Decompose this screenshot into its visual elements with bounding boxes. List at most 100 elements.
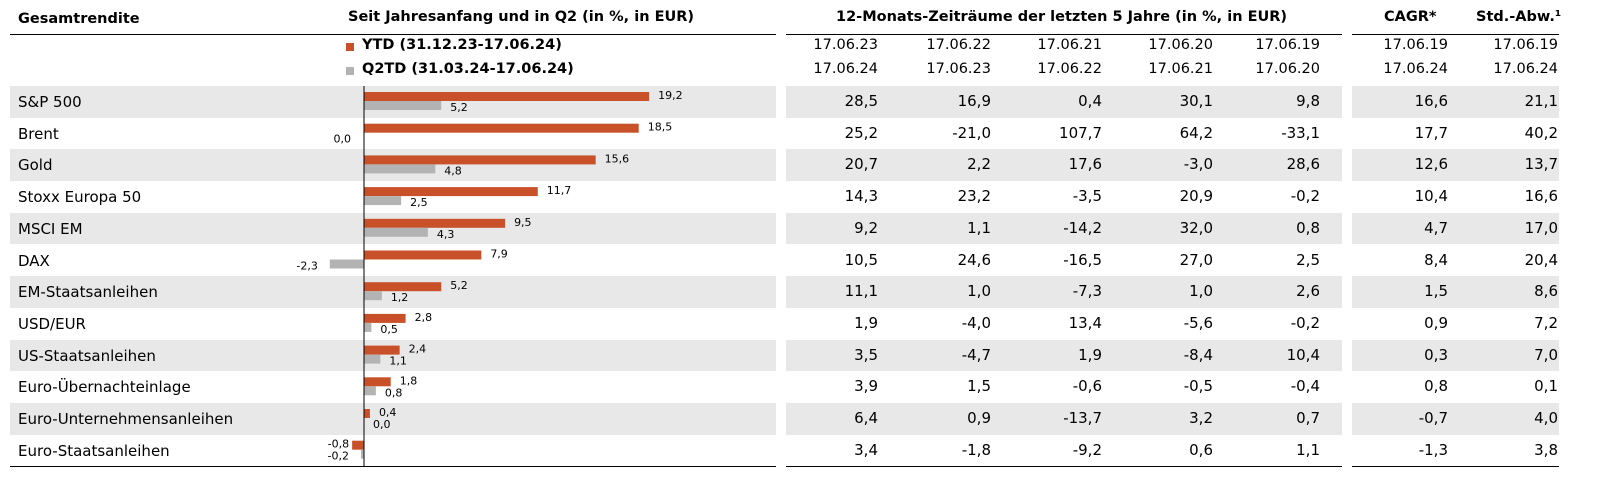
q2td-data-label: 4,8 [444,164,462,177]
period-return-cell: -8,4 [1183,345,1213,364]
row-band [786,403,1342,435]
ytd-data-label: 2,4 [409,343,427,356]
q2td-bar [364,101,442,110]
header-rule-cagr [1352,34,1559,35]
period-return-cell: 1,0 [1189,282,1213,301]
period-return-cell: 27,0 [1179,250,1213,269]
row-band [1352,212,1559,245]
ytd-data-label: 1,8 [400,374,418,387]
period-return-cell: -21,0 [952,123,991,142]
ytd-data-label: -0,8 [328,438,349,451]
period-return-cell: -0,4 [1290,377,1320,396]
cagr-cell: 0,9 [1424,313,1448,332]
cagr-cell: 4,7 [1424,218,1448,237]
period-return-cell: 107,7 [1059,123,1102,142]
q2td-data-label: 4,3 [437,228,455,241]
period-date-from: 17.06.23 [813,37,878,53]
legend-ytd-label: YTD (31.12.23-17.06.24) [362,37,562,53]
cagr-date-to: 17.06.24 [1383,61,1448,77]
period-return-cell: 0,7 [1296,409,1320,427]
ytd-bar [364,409,370,418]
q2td-data-label: 0,8 [385,386,403,399]
row-label: Euro-Unternehmensanleihen [18,410,234,428]
period-return-cell: -0,5 [1183,377,1213,396]
row-band [786,212,1342,245]
row-band [786,86,1342,118]
period-return-cell: 23,2 [957,187,991,206]
period-return-cell: 10,4 [1286,345,1320,364]
q2td-bar [364,386,376,396]
ytd-bar [364,155,596,165]
period-return-cell: 0,9 [967,409,991,427]
period-return-cell: 3,5 [854,345,878,364]
bottom-rule-periods [786,466,1342,467]
ytd-data-label: 2,8 [415,311,433,324]
header-rule-periods [786,34,1342,35]
row-label: US-Staatsanleihen [18,346,156,365]
period-return-cell: -16,5 [1063,250,1102,269]
row-band [1352,276,1559,308]
ytd-bar [364,187,538,197]
row-band [10,339,776,372]
q2td-data-label: 0,0 [373,418,391,431]
period-return-cell: 32,0 [1179,218,1213,237]
q2td-data-label: -0,2 [328,450,349,463]
std-dev-cell: 7,2 [1534,313,1558,332]
std-dev-cell: 7,0 [1534,345,1558,364]
period-return-cell: -4,0 [961,313,991,332]
period-return-cell: 3,2 [1189,409,1213,427]
ytd-bar [364,123,639,133]
row-label: Stoxx Europa 50 [18,188,142,207]
ytd-bar [364,345,400,355]
period-return-cell: 14,3 [844,187,878,206]
ytd-data-label: 5,2 [450,279,468,292]
q2td-data-label: 2,5 [410,196,428,209]
chart-title: Seit Jahresanfang und in Q2 (in %, in EU… [348,9,695,25]
std-dev-cell: 13,7 [1524,155,1558,174]
std-dev-cell: 4,0 [1534,409,1558,427]
std-date-to: 17.06.24 [1493,61,1558,77]
period-return-cell: 6,4 [854,409,878,427]
row-label: DAX [18,251,50,270]
period-date-from: 17.06.22 [926,37,991,53]
q2td-bar [364,291,382,301]
row-label: Euro-Staatsanleihen [18,441,170,460]
row-label: Brent [18,124,59,143]
row-label: MSCI EM [18,219,83,238]
q2td-data-label: 1,1 [389,355,407,368]
q2td-data-label: 1,2 [391,291,409,304]
period-return-cell: -9,2 [1072,440,1102,459]
row-band [1352,149,1559,182]
std-dev-cell: 0,1 [1534,377,1558,396]
period-date-to: 17.06.24 [813,61,878,77]
row-band [1352,403,1559,435]
period-return-cell: -13,7 [1063,409,1102,427]
period-date-to: 17.06.20 [1255,61,1320,77]
period-return-cell: 28,6 [1286,155,1320,174]
period-return-cell: 3,9 [854,377,878,396]
std-date-from: 17.06.19 [1493,37,1558,53]
period-return-cell: 1,5 [967,377,991,396]
row-label: EM-Staatsanleihen [18,283,158,302]
period-return-cell: 25,2 [844,123,878,142]
cagr-column-header: CAGR* [1384,9,1437,25]
row-band [786,149,1342,182]
period-date-from: 17.06.21 [1037,37,1102,53]
cagr-cell: 0,8 [1424,377,1448,396]
period-return-cell: -33,1 [1281,123,1320,142]
period-return-cell: -14,2 [1063,218,1102,237]
q2td-bar [329,259,364,269]
std-dev-cell: 16,6 [1524,187,1558,206]
q2td-bar [361,449,364,459]
cagr-cell: 8,4 [1424,250,1448,269]
ytd-data-label: 0,4 [379,406,397,419]
row-band [786,339,1342,372]
period-return-cell: 0,4 [1078,92,1102,110]
period-return-cell: 1,1 [967,218,991,237]
ytd-data-label: 11,7 [547,184,572,197]
period-return-cell: 2,2 [967,155,991,174]
cagr-cell: 0,3 [1424,345,1448,364]
legend-q2td-swatch [346,67,354,75]
q2td-data-label: -2,3 [296,260,317,273]
row-band [10,403,776,435]
